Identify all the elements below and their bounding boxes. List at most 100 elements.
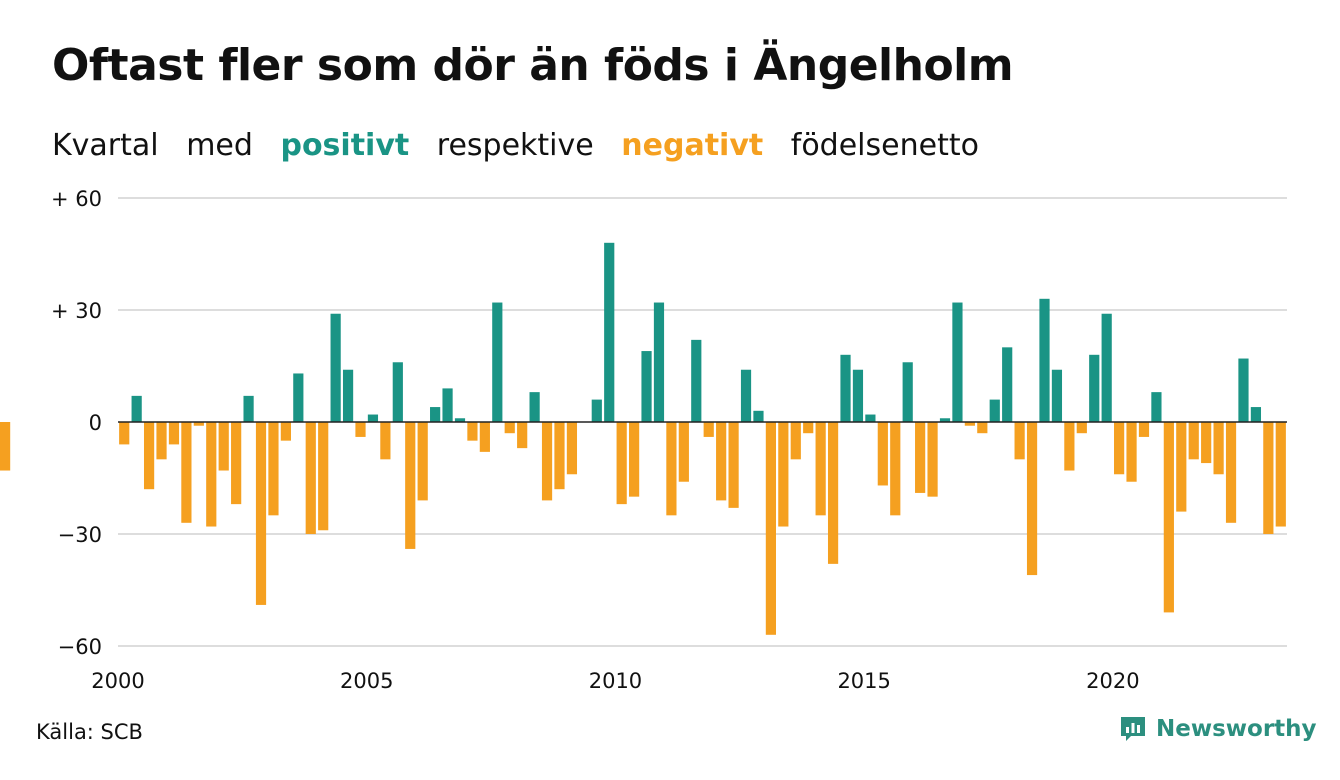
bar bbox=[790, 422, 801, 460]
bar bbox=[691, 339, 702, 422]
bar bbox=[143, 422, 155, 490]
bar bbox=[852, 369, 864, 422]
bar bbox=[989, 399, 1000, 422]
bar bbox=[1176, 422, 1187, 512]
x-tick-label: 2005 bbox=[340, 669, 393, 693]
bar bbox=[504, 422, 515, 434]
bar bbox=[616, 422, 627, 505]
bar bbox=[268, 422, 279, 516]
bar bbox=[703, 422, 714, 437]
bar bbox=[1002, 347, 1013, 422]
bar bbox=[479, 422, 490, 452]
bar bbox=[1201, 422, 1212, 464]
subtitle-word-kvartal: Kvartal bbox=[52, 128, 159, 163]
bar bbox=[293, 373, 304, 422]
bar bbox=[1238, 358, 1249, 422]
x-tick-label: 2000 bbox=[91, 669, 144, 693]
bar bbox=[305, 422, 316, 534]
bar bbox=[977, 422, 988, 434]
bar bbox=[492, 302, 503, 422]
bar bbox=[753, 410, 764, 422]
chart-title: Oftast fler som dör än föds i Ängelholm bbox=[52, 40, 1014, 91]
subtitle-word-med: med bbox=[186, 128, 253, 163]
bar bbox=[380, 422, 391, 460]
bar bbox=[1138, 422, 1150, 437]
bar bbox=[529, 392, 540, 422]
bar bbox=[765, 422, 776, 635]
y-tick-label: + 60 bbox=[51, 187, 102, 211]
y-tick-label: + 30 bbox=[51, 299, 102, 323]
bar bbox=[1275, 422, 1286, 527]
bar bbox=[1039, 298, 1050, 422]
y-axis-labels: + 60 + 30 0 −30 −60 bbox=[51, 187, 102, 659]
bar bbox=[1250, 407, 1262, 422]
bar bbox=[342, 369, 354, 422]
bar bbox=[964, 422, 975, 426]
bar bbox=[666, 422, 677, 516]
bar bbox=[1026, 422, 1038, 576]
bar bbox=[541, 422, 553, 501]
x-axis-labels: 2000 2005 2010 2015 2020 bbox=[91, 669, 1139, 693]
bar bbox=[119, 422, 130, 445]
bar bbox=[1101, 313, 1112, 422]
bars bbox=[0, 242, 1286, 635]
bar bbox=[939, 418, 951, 422]
bar bbox=[367, 414, 379, 422]
bar bbox=[206, 422, 217, 527]
bar bbox=[1064, 422, 1075, 471]
bar bbox=[803, 422, 814, 434]
bar bbox=[1263, 422, 1274, 534]
bar bbox=[218, 422, 229, 471]
subtitle-negative-label: negativt bbox=[621, 128, 764, 163]
y-tick-label: −30 bbox=[58, 523, 102, 547]
bar bbox=[1051, 369, 1063, 422]
bar bbox=[629, 422, 640, 497]
bar bbox=[1151, 392, 1162, 422]
bar bbox=[0, 422, 11, 471]
bar bbox=[131, 395, 142, 422]
bar bbox=[604, 242, 615, 422]
bar bbox=[1163, 422, 1174, 613]
bar bbox=[1089, 354, 1100, 422]
bar bbox=[778, 422, 789, 527]
bar bbox=[467, 422, 478, 441]
bar bbox=[728, 422, 739, 508]
bar bbox=[865, 414, 876, 422]
bar bbox=[442, 388, 453, 422]
bar bbox=[877, 422, 888, 486]
subtitle-word-fodelsenetto: födelsenetto bbox=[790, 128, 979, 163]
bar-chart-logo-icon bbox=[1121, 717, 1145, 741]
bar bbox=[231, 422, 242, 505]
bar bbox=[890, 422, 901, 516]
bar bbox=[156, 422, 167, 460]
bar bbox=[168, 422, 180, 445]
bar bbox=[1126, 422, 1137, 482]
bar bbox=[243, 395, 254, 422]
bar bbox=[1014, 422, 1025, 460]
subtitle-word-respektive: respektive bbox=[436, 128, 594, 163]
x-tick-label: 2020 bbox=[1086, 669, 1139, 693]
bar bbox=[554, 422, 565, 490]
bar bbox=[330, 313, 341, 422]
chart-subtitle: Kvartal med positivt respektive negativt… bbox=[52, 128, 997, 163]
bar bbox=[840, 354, 851, 422]
bar bbox=[255, 422, 267, 605]
bar bbox=[181, 422, 192, 523]
bar bbox=[355, 422, 366, 437]
bar bbox=[927, 422, 938, 497]
bar bbox=[1076, 422, 1087, 434]
bar bbox=[1225, 422, 1237, 523]
bar bbox=[815, 422, 826, 516]
bar bbox=[653, 302, 665, 422]
bar bbox=[641, 351, 652, 422]
bar bbox=[417, 422, 428, 501]
bar bbox=[591, 399, 602, 422]
bar bbox=[716, 422, 727, 501]
bar bbox=[566, 422, 578, 475]
bar bbox=[827, 422, 839, 564]
bar bbox=[430, 407, 441, 422]
bar-chart: + 60 + 30 0 −30 −60 2000 2005 2010 2015 2020 bbox=[0, 187, 1287, 693]
x-tick-label: 2015 bbox=[837, 669, 890, 693]
bar bbox=[280, 422, 291, 441]
brand-name: Newsworthy bbox=[1156, 716, 1317, 742]
